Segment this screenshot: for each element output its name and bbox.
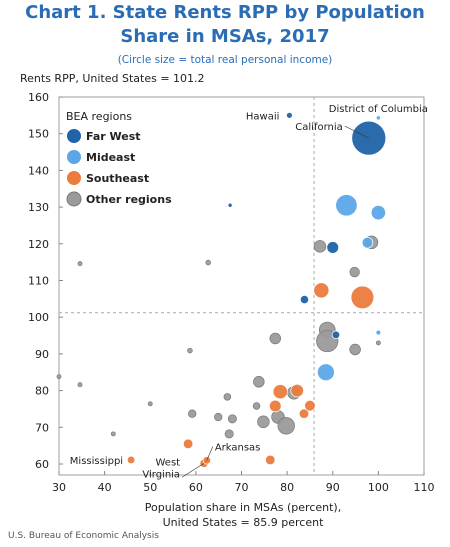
bubble (375, 115, 381, 121)
bubble (147, 401, 153, 407)
y-tick-label: 120 (28, 238, 49, 251)
point-label: California (295, 122, 343, 133)
bubble (77, 261, 83, 267)
x-tick-label: 40 (98, 481, 112, 494)
y-tick-label: 80 (35, 385, 49, 398)
leader-line (206, 446, 214, 461)
bubble (269, 332, 281, 345)
legend-label: Far West (86, 130, 141, 143)
bubble (313, 240, 327, 253)
bubble (188, 409, 197, 418)
leader-line (181, 463, 205, 478)
x-tick-label: 70 (235, 481, 249, 494)
legend-marker (67, 129, 81, 143)
legend-marker (67, 150, 81, 164)
x-axis-label: Population share in MSAs (percent), (145, 501, 341, 514)
bubble (277, 417, 295, 435)
bubble (349, 266, 360, 278)
x-tick-label: 80 (280, 481, 294, 494)
legend-label: Other regions (86, 193, 172, 206)
chart-title: Share in MSAs, 2017 (120, 26, 329, 47)
bubble (298, 408, 310, 419)
point-label: Mississippi (70, 456, 123, 467)
bubble (265, 454, 276, 466)
bubble (370, 205, 386, 221)
source: U.S. Bureau of Economic Analysis (8, 531, 159, 541)
bubble (304, 399, 316, 412)
subtitle: (Circle size = total real personal incom… (118, 54, 333, 66)
bubble (269, 399, 282, 413)
bubble (223, 393, 232, 401)
bubble (77, 382, 83, 388)
legend-label: Mideast (86, 151, 135, 164)
bubble (110, 431, 116, 437)
x-tick-label: 60 (189, 481, 203, 494)
x-tick-label: 30 (52, 481, 66, 494)
bubble (182, 438, 194, 449)
y-tick-label: 160 (28, 91, 49, 104)
bubble (326, 241, 339, 254)
bubble (205, 259, 211, 266)
bubble (253, 376, 265, 388)
y-tick-label: 70 (35, 421, 49, 434)
y-tick-label: 130 (28, 201, 49, 214)
x-tick-label: 110 (414, 481, 435, 494)
x-axis-label: United States = 85.9 percent (163, 516, 325, 529)
bubble (187, 347, 193, 354)
y-tick-label: 90 (35, 348, 49, 361)
bubble (290, 383, 304, 398)
point-label: Arkansas (215, 442, 261, 453)
legend-label: Southeast (86, 172, 149, 185)
bubble (224, 429, 234, 439)
y-tick-label: 60 (35, 458, 49, 471)
x-tick-label: 50 (143, 481, 157, 494)
bubble (350, 285, 375, 310)
bubble (126, 455, 136, 465)
legend-title: BEA regions (66, 110, 132, 123)
legend-marker (66, 191, 82, 207)
reference-label: Rents RPP, United States = 101.2 (20, 72, 205, 85)
bubble (214, 412, 223, 422)
bubble (335, 194, 358, 217)
bubble (349, 343, 361, 356)
x-tick-label: 90 (326, 481, 340, 494)
x-tick-label: 100 (368, 481, 389, 494)
y-tick-label: 100 (28, 311, 49, 324)
point-label: District of Columbia (329, 104, 428, 115)
bubble (361, 236, 374, 249)
bubble (375, 329, 382, 336)
y-tick-label: 150 (28, 128, 49, 141)
point-label: Hawaii (246, 111, 280, 122)
chart-title: Chart 1. State Rents RPP by Population (25, 2, 425, 23)
bubble (227, 414, 237, 424)
bubble (227, 202, 233, 208)
bubble (331, 330, 341, 339)
bubble (56, 374, 62, 380)
legend-marker (67, 171, 81, 185)
y-tick-label: 140 (28, 164, 49, 177)
bubble (313, 282, 330, 299)
y-tick-label: 110 (28, 274, 49, 287)
bubble (317, 363, 335, 382)
bubble (272, 384, 288, 400)
bubble (257, 415, 270, 429)
leader-line (344, 125, 369, 139)
bubble (375, 340, 381, 346)
bubble (252, 402, 261, 410)
point-label: West Virginia (142, 457, 180, 480)
bubble (299, 295, 309, 305)
bubble (286, 112, 293, 119)
